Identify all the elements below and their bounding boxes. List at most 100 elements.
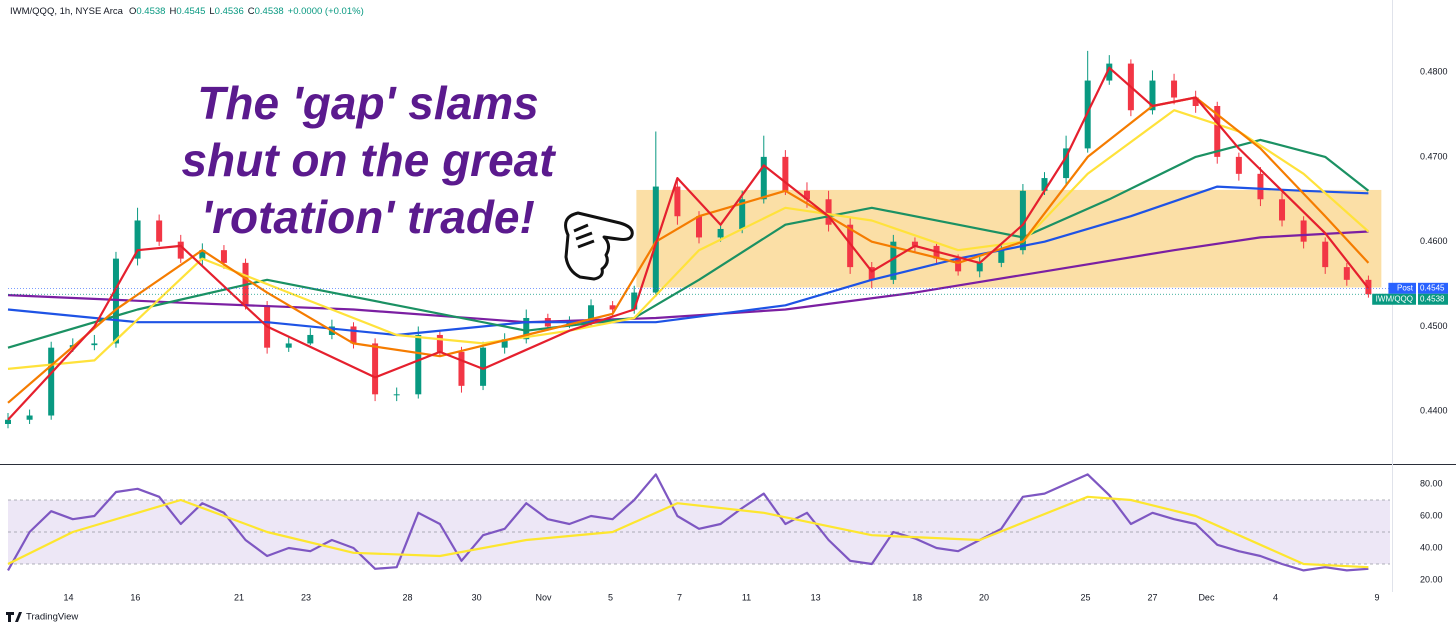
candle-body bbox=[523, 317, 530, 340]
candle-body bbox=[415, 334, 422, 395]
x-tick-label: Dec bbox=[1198, 592, 1215, 602]
y-tick-label: 60.00 bbox=[1420, 510, 1443, 520]
candle-body bbox=[307, 334, 314, 344]
candle-body bbox=[220, 250, 227, 263]
candle-body bbox=[1041, 178, 1048, 191]
candle-body bbox=[652, 186, 659, 293]
x-tick-label: 4 bbox=[1273, 592, 1278, 602]
candle-body bbox=[631, 292, 638, 310]
pointing-hand-icon bbox=[564, 211, 634, 281]
candle-body bbox=[1019, 190, 1026, 251]
price-tag-box bbox=[1418, 293, 1448, 305]
candle-body bbox=[480, 347, 487, 386]
candle-body bbox=[1322, 241, 1329, 268]
ohlc-key: H bbox=[169, 6, 176, 17]
indicator-line bbox=[7, 230, 1369, 324]
y-tick-label: 0.4700 bbox=[1420, 151, 1448, 161]
candle-body bbox=[199, 250, 206, 259]
brand-name: TradingView bbox=[26, 612, 78, 623]
x-tick-label: 30 bbox=[472, 592, 482, 602]
x-tick-label: 27 bbox=[1147, 592, 1157, 602]
annotation-line: 'rotation' trade! bbox=[201, 191, 535, 243]
annotation-line: The 'gap' slams bbox=[197, 77, 538, 129]
change: +0.0000 (+0.01%) bbox=[288, 6, 364, 17]
hand-shape bbox=[564, 211, 634, 281]
price-tag-name-box bbox=[1372, 293, 1416, 305]
price-tag-label: 0.4538 bbox=[1420, 294, 1445, 303]
candle-body bbox=[717, 228, 724, 238]
x-tick-label: 16 bbox=[130, 592, 140, 602]
candle-body bbox=[1106, 63, 1113, 81]
ohlc-value: 0.4536 bbox=[215, 6, 244, 17]
y-tick-label: 0.4600 bbox=[1420, 236, 1448, 246]
symbol-header: IWM/QQQ, 1h, NYSE Arca O0.4538 H0.4545 L0.4… bbox=[10, 6, 364, 17]
candle-body bbox=[1171, 80, 1178, 98]
x-tick-label: 7 bbox=[677, 592, 682, 602]
candle-body bbox=[112, 258, 119, 344]
candle-body bbox=[955, 258, 962, 272]
price-tag-name-box bbox=[1388, 282, 1416, 294]
highlight-zone bbox=[636, 189, 1382, 288]
y-tick-label: 0.4500 bbox=[1420, 321, 1448, 331]
x-tick-label: Nov bbox=[536, 592, 553, 602]
candle-body bbox=[1192, 97, 1199, 106]
x-tick-label: 11 bbox=[742, 592, 751, 602]
candle-body bbox=[588, 305, 595, 323]
candle-body bbox=[890, 241, 897, 280]
candle-body bbox=[782, 156, 789, 191]
candle-body bbox=[501, 339, 508, 348]
candle-body bbox=[976, 262, 983, 272]
y-tick-label: 20.00 bbox=[1420, 574, 1443, 584]
indicator-line bbox=[7, 109, 1370, 370]
ohlc-value: 0.4538 bbox=[255, 6, 284, 17]
ohlc-key: O bbox=[129, 6, 136, 17]
y-tick-label: 40.00 bbox=[1420, 542, 1443, 552]
candle-body bbox=[458, 351, 465, 386]
ohlc-key: C bbox=[248, 6, 255, 17]
y-tick-label: 0.4400 bbox=[1420, 406, 1448, 416]
candle-body bbox=[372, 343, 379, 395]
candle-body bbox=[825, 199, 832, 225]
indicator-line bbox=[7, 473, 1369, 572]
x-tick-label: 9 bbox=[1375, 592, 1380, 602]
ohlc-value: 0.4538 bbox=[136, 6, 165, 17]
candle-body bbox=[5, 419, 11, 424]
x-tick-label: 18 bbox=[912, 592, 922, 602]
ohlc-value: 0.4545 bbox=[176, 6, 205, 17]
price-tag-name: Post bbox=[1397, 283, 1414, 292]
candle-body bbox=[760, 156, 767, 200]
hand-lines bbox=[573, 223, 595, 249]
ohlc-key: L bbox=[209, 6, 214, 17]
candle-body bbox=[911, 241, 918, 246]
candle-body bbox=[436, 334, 443, 352]
x-tick-label: 23 bbox=[301, 592, 311, 602]
branding: TradingView bbox=[6, 612, 78, 623]
candle-body bbox=[134, 220, 141, 259]
candle-body bbox=[674, 186, 681, 217]
x-tick-label: 21 bbox=[234, 592, 244, 602]
candle-body bbox=[1279, 199, 1286, 221]
candle-body bbox=[156, 220, 163, 242]
indicator-line bbox=[7, 66, 1370, 421]
indicator-line bbox=[7, 495, 1369, 569]
candle-body bbox=[696, 216, 702, 238]
x-tick-label: 5 bbox=[608, 592, 613, 602]
price-tag-label: 0.4545 bbox=[1420, 283, 1445, 292]
candle-body bbox=[868, 267, 875, 280]
logo bbox=[6, 612, 22, 622]
indicator-line bbox=[7, 185, 1369, 337]
candle-body bbox=[350, 326, 357, 344]
price-tag-name: IWM/QQQ bbox=[1376, 294, 1413, 303]
candle-body bbox=[393, 394, 400, 396]
candle-body bbox=[1257, 173, 1264, 200]
annotation-line: shut on the great bbox=[181, 134, 556, 186]
candle-body bbox=[1235, 156, 1242, 174]
candle-body bbox=[739, 199, 746, 229]
x-tick-label: 14 bbox=[63, 592, 73, 602]
candle-body bbox=[1214, 105, 1221, 157]
x-tick-label: 13 bbox=[811, 592, 821, 602]
candle-body bbox=[1300, 220, 1307, 242]
x-tick-label: 20 bbox=[979, 592, 989, 602]
x-tick-label: 28 bbox=[402, 592, 412, 602]
